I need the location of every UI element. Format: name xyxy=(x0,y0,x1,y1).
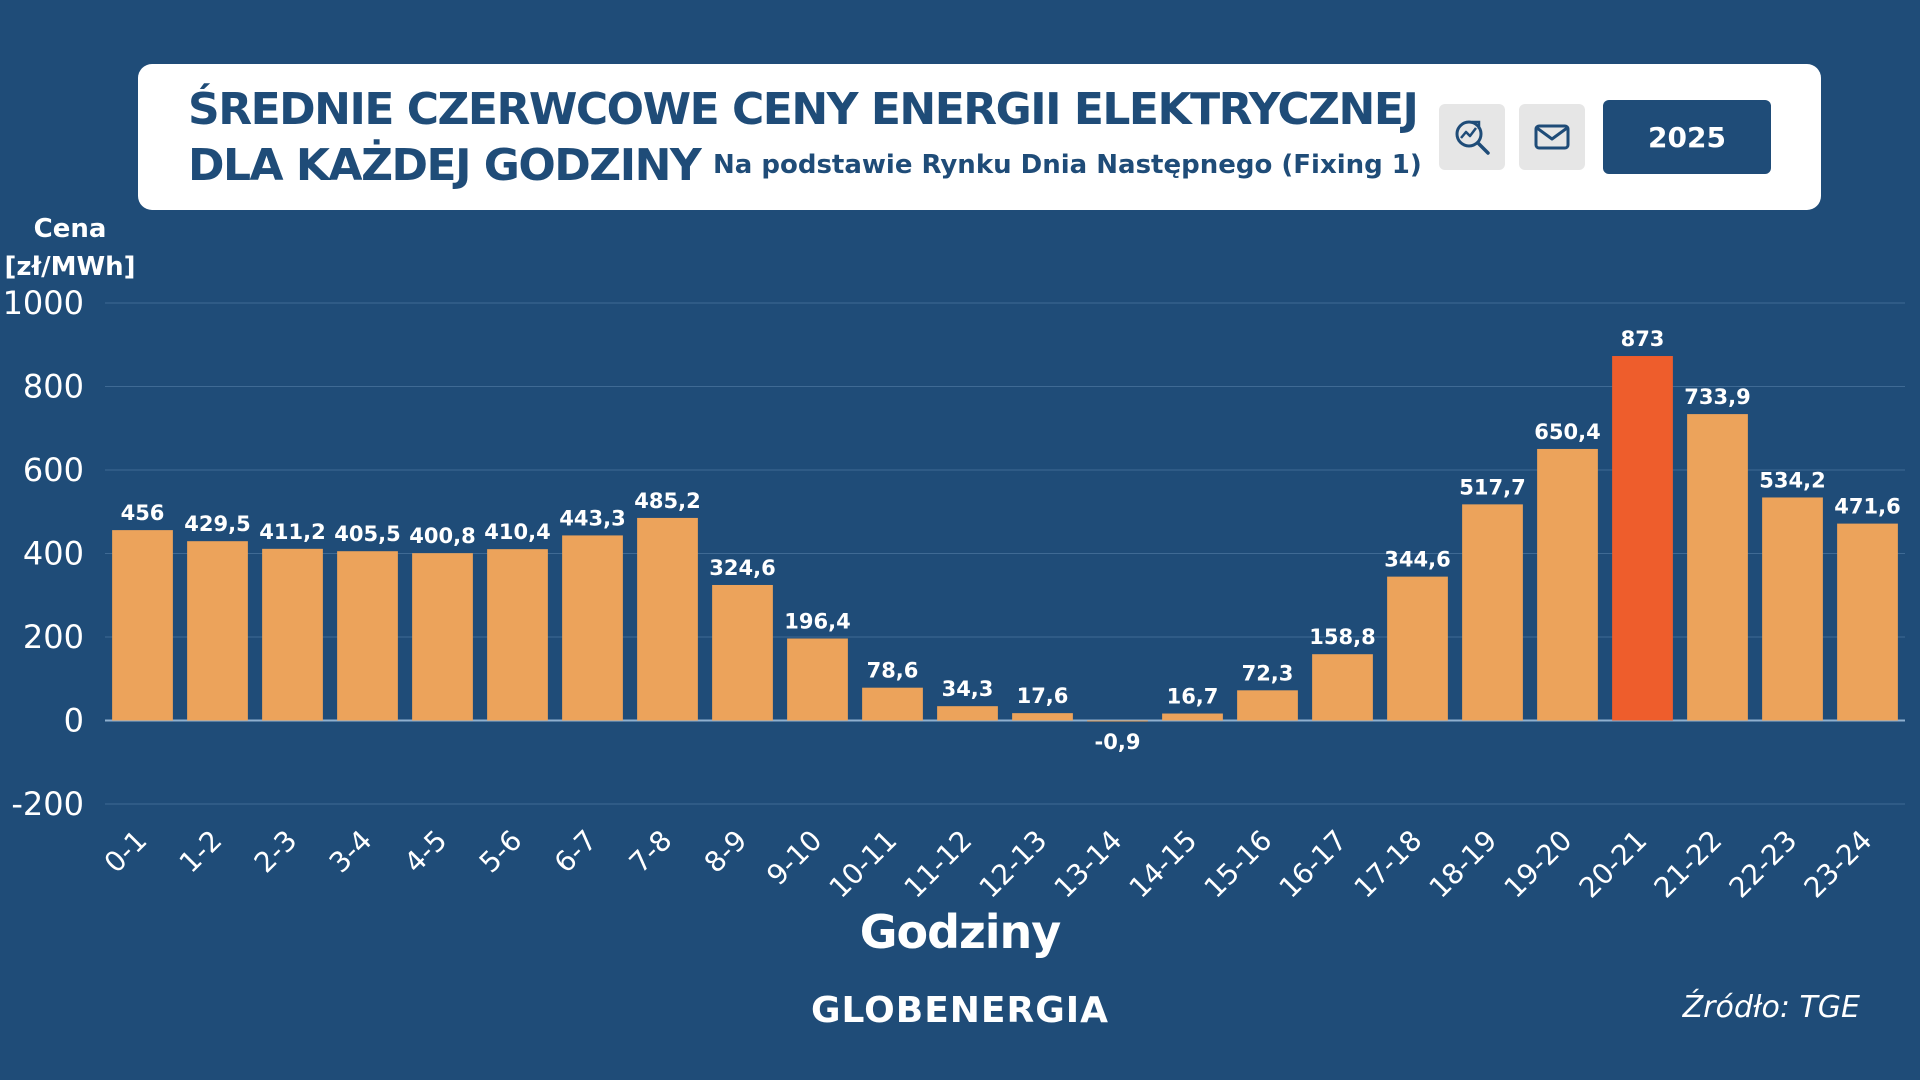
bar xyxy=(412,553,473,721)
data-label: 873 xyxy=(1621,327,1665,351)
x-tick-label: 10-11 xyxy=(823,824,904,905)
x-tick-label: 3-4 xyxy=(323,824,379,880)
bar xyxy=(862,687,923,721)
y-tick-label: 1000 xyxy=(3,284,84,322)
bar xyxy=(637,517,698,721)
header-card: ŚREDNIE CZERWCOWE CENY ENERGII ELEKTRYCZ… xyxy=(138,64,1821,210)
x-tick-label: 23-24 xyxy=(1798,824,1879,905)
x-tick-label: 8-9 xyxy=(698,824,754,880)
x-tick-label: 18-19 xyxy=(1423,824,1504,905)
data-label: 733,9 xyxy=(1684,385,1750,409)
data-label: 196,4 xyxy=(784,610,850,634)
data-label: 405,5 xyxy=(334,522,400,546)
data-label: 34,3 xyxy=(942,677,994,701)
bar xyxy=(787,638,848,721)
bar xyxy=(1762,497,1823,721)
x-tick-label: 16-17 xyxy=(1273,824,1354,905)
x-tick-label: 19-20 xyxy=(1498,824,1579,905)
data-label: 456 xyxy=(121,501,165,525)
x-tick-label: 4-5 xyxy=(398,824,454,880)
y-tick-label: 600 xyxy=(23,451,84,489)
data-label: 324,6 xyxy=(709,556,775,580)
chart-title-line2: DLA KAŻDEJ GODZINY xyxy=(188,140,702,191)
data-label: 485,2 xyxy=(634,489,700,513)
x-tick-label: 9-10 xyxy=(760,824,828,892)
bar xyxy=(1087,720,1148,722)
y-axis-label-line2: [zł/MWh] xyxy=(4,252,136,282)
data-label: 650,4 xyxy=(1534,420,1600,444)
bar xyxy=(1237,690,1298,721)
data-label: 471,6 xyxy=(1834,495,1900,519)
data-label: 517,7 xyxy=(1459,475,1525,499)
source-note: Źródło: TGE xyxy=(1682,990,1860,1025)
x-axis-label: Godziny xyxy=(859,905,1062,959)
bar xyxy=(1312,654,1373,721)
x-tick-label: 2-3 xyxy=(248,824,304,880)
x-tick-label: 21-22 xyxy=(1648,824,1729,905)
data-label: 534,2 xyxy=(1759,468,1825,492)
data-label: 443,3 xyxy=(559,506,625,530)
x-tick-label: 0-1 xyxy=(98,824,154,880)
chart-subtitle: Na podstawie Rynku Dnia Następnego (Fixi… xyxy=(713,150,1422,180)
data-label: -0,9 xyxy=(1095,730,1141,754)
y-tick-label: -200 xyxy=(11,785,84,823)
bar xyxy=(1687,414,1748,721)
data-label: 78,6 xyxy=(867,659,919,683)
x-tick-label: 13-14 xyxy=(1048,824,1129,905)
bar xyxy=(1462,504,1523,721)
x-tick-label: 5-6 xyxy=(473,824,529,880)
bar xyxy=(1012,713,1073,721)
x-tick-label: 15-16 xyxy=(1198,824,1279,905)
bar xyxy=(487,549,548,721)
mail-icon xyxy=(1534,124,1570,150)
data-label: 400,8 xyxy=(409,524,475,548)
y-axis-label-line1: Cena xyxy=(33,214,107,244)
bar xyxy=(1387,576,1448,721)
globenergia-logo: GLOBENERGIA xyxy=(810,990,1110,1031)
x-tick-label: 22-23 xyxy=(1723,824,1804,905)
y-tick-label: 0 xyxy=(64,702,84,740)
data-label: 410,4 xyxy=(484,520,550,544)
x-tick-label: 6-7 xyxy=(548,824,604,880)
bar xyxy=(1612,356,1673,721)
bar xyxy=(1162,713,1223,721)
data-label: 72,3 xyxy=(1242,661,1294,685)
x-tick-label: 7-8 xyxy=(623,824,679,880)
chart-title-line1: ŚREDNIE CZERWCOWE CENY ENERGII ELEKTRYCZ… xyxy=(188,84,1419,135)
x-tick-label: 12-13 xyxy=(973,824,1054,905)
year-button[interactable]: 2025 xyxy=(1603,100,1771,174)
bar xyxy=(712,584,773,721)
bar xyxy=(187,541,248,721)
x-tick-label: 14-15 xyxy=(1123,824,1204,905)
bar xyxy=(112,530,173,721)
y-tick-label: 400 xyxy=(23,535,84,573)
data-label: 17,6 xyxy=(1017,684,1069,708)
y-tick-label: 200 xyxy=(23,618,84,656)
bar xyxy=(262,548,323,721)
search-analytics-icon xyxy=(1455,120,1490,155)
data-label: 344,6 xyxy=(1384,548,1450,572)
bar xyxy=(1537,448,1598,721)
data-label: 16,7 xyxy=(1167,685,1219,709)
data-label: 158,8 xyxy=(1309,625,1375,649)
x-tick-label: 11-12 xyxy=(898,824,979,905)
bar xyxy=(562,535,623,721)
search-analytics-button[interactable] xyxy=(1439,104,1505,170)
bar xyxy=(937,706,998,721)
data-label: 411,2 xyxy=(259,520,325,544)
x-tick-label: 1-2 xyxy=(173,824,229,880)
mail-button[interactable] xyxy=(1519,104,1585,170)
x-tick-label: 20-21 xyxy=(1573,824,1654,905)
bar xyxy=(337,551,398,721)
data-label: 429,5 xyxy=(184,512,250,536)
y-axis-label: Cena [zł/MWh] xyxy=(0,210,140,286)
y-tick-label: 800 xyxy=(23,368,84,406)
bar xyxy=(1837,523,1898,721)
x-tick-label: 17-18 xyxy=(1348,824,1429,905)
